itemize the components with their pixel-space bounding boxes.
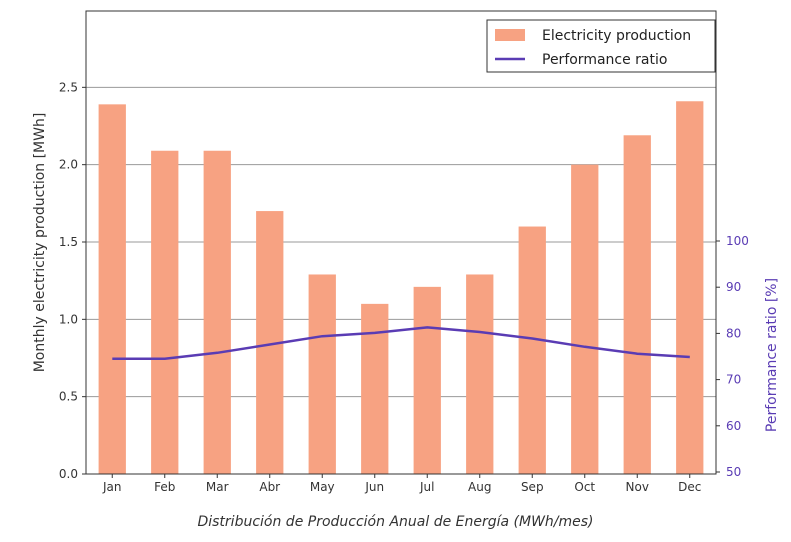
x-axis-ticks: Jan Feb Mar Abr May Jun Jul Aug Sep Oct Nov Dec: [102, 474, 701, 494]
y2-tick-label: 70: [726, 373, 741, 387]
bar: [676, 101, 704, 475]
bar: [98, 104, 126, 474]
chart-caption: Distribución de Producción Anual de Ener…: [197, 514, 594, 530]
x-tick-label: May: [310, 480, 335, 494]
y2-tick-label: 90: [726, 280, 741, 294]
y-tick-label: 1.0: [59, 312, 78, 326]
bar: [203, 150, 231, 474]
x-tick-label: Jul: [419, 480, 434, 494]
y-axis-label: Monthly electricity production [MWh]: [32, 113, 48, 373]
bar: [571, 164, 599, 474]
x-tick-label: Abr: [259, 480, 280, 494]
y-tick-label: 2.5: [59, 80, 78, 94]
x-tick-label: Feb: [154, 480, 175, 494]
y2-tick-label: 100: [726, 234, 749, 248]
bar: [518, 226, 546, 474]
bar: [151, 150, 179, 474]
legend: Electricity production Performance ratio: [486, 19, 716, 73]
y2-tick-label: 50: [726, 465, 741, 479]
x-tick-label: Oct: [574, 480, 595, 494]
y-tick-label: 0.5: [59, 390, 78, 404]
performance-ratio-line: [112, 326, 690, 361]
bar: [413, 286, 441, 474]
y-tick-label: 2.0: [59, 158, 78, 172]
x-tick-label: Jun: [364, 480, 384, 494]
bar-series: [98, 101, 704, 475]
y-tick-label: 1.5: [59, 235, 78, 249]
legend-label-bar: Electricity production: [542, 28, 691, 44]
left-axis-ticks: 0.0 0.5 1.0 1.5 2.0 2.5: [59, 80, 86, 481]
legend-label-line: Performance ratio: [542, 52, 667, 68]
y-tick-label: 0.0: [59, 467, 78, 481]
bar: [466, 274, 494, 474]
legend-swatch-bar: [495, 29, 525, 41]
y2-tick-label: 80: [726, 326, 741, 340]
x-tick-label: Sep: [521, 480, 544, 494]
y2-tick-label: 60: [726, 419, 741, 433]
x-tick-label: Mar: [206, 480, 229, 494]
x-tick-label: Jan: [102, 480, 122, 494]
bar: [308, 274, 336, 474]
x-tick-label: Dec: [678, 480, 701, 494]
right-axis-ticks: 50 60 70 80 90 100: [716, 234, 749, 479]
line-series: [112, 326, 690, 361]
bar: [361, 303, 389, 474]
grid-lines: [86, 86, 716, 475]
bar: [623, 135, 651, 474]
y2-axis-label: Performance ratio [%]: [764, 278, 780, 432]
legend-box: [486, 19, 716, 73]
x-tick-label: Aug: [468, 480, 491, 494]
x-tick-label: Nov: [626, 480, 649, 494]
